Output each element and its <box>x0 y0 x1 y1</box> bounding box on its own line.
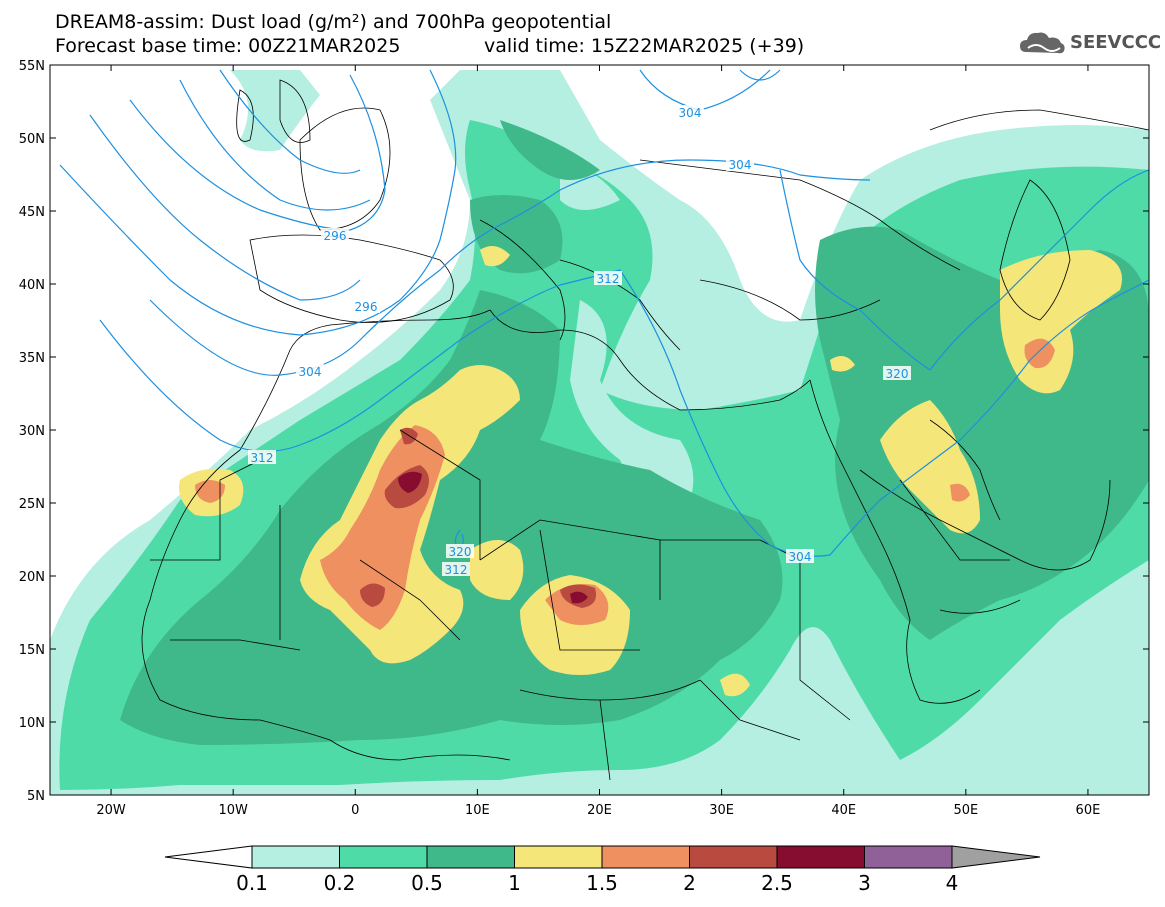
dust-field <box>50 70 1149 795</box>
colorbar-label: 4 <box>945 871 959 895</box>
colorbar-label: 0.5 <box>411 871 443 895</box>
lon-label: 40E <box>831 803 856 818</box>
colorbar-max-triangle <box>951 845 1041 869</box>
lat-label: 10N <box>19 716 45 731</box>
colorbar-min-triangle <box>164 845 253 869</box>
contour-label: 296 <box>355 300 378 314</box>
lat-label: 45N <box>19 205 45 220</box>
lat-label: 55N <box>19 59 45 74</box>
lon-label: 20W <box>96 803 126 818</box>
map-title: DREAM8-assim: Dust load (g/m²) and 700hP… <box>55 11 612 33</box>
lat-label: 40N <box>19 278 45 293</box>
lon-label: 60E <box>1076 803 1101 818</box>
lon-label: 0 <box>351 803 359 818</box>
contour-label: 312 <box>251 451 274 465</box>
colorbar-segment <box>689 845 778 869</box>
coastlines <box>141 79 1149 781</box>
colorbar-label: 1 <box>508 871 521 895</box>
colorbar-label: 1.5 <box>586 871 618 895</box>
lon-label: 10W <box>218 803 248 818</box>
contour-label: 296 <box>324 229 347 243</box>
colorbar-label: 0.1 <box>236 871 268 895</box>
lat-label: 50N <box>19 132 45 147</box>
valid-time: valid time: 15Z22MAR2025 (+39) <box>484 35 805 57</box>
contour-label: 320 <box>449 545 472 559</box>
contour-label: 304 <box>789 550 812 564</box>
lon-label: 20E <box>587 803 612 818</box>
contour-label: 320 <box>886 367 909 381</box>
lat-label: 5N <box>27 789 45 804</box>
lat-label: 15N <box>19 643 45 658</box>
contour-label: 304 <box>729 158 752 172</box>
seevccc-logo: SEEVCCC <box>1018 28 1162 58</box>
contour-label: 312 <box>445 563 468 577</box>
colorbar-segment <box>776 845 865 869</box>
colorbar-segment <box>339 845 428 869</box>
lat-label: 30N <box>19 424 45 439</box>
colorbar-segment <box>864 845 953 869</box>
colorbar-segment <box>426 845 515 869</box>
colorbar <box>164 845 1041 869</box>
lat-label: 20N <box>19 570 45 585</box>
contour-label: 312 <box>597 272 620 286</box>
latitude-labels: 55N 50N 45N 40N 35N 30N 25N 20N 15N 10N 5N <box>19 59 45 804</box>
colorbar-label: 2.5 <box>761 871 793 895</box>
lat-label: 25N <box>19 497 45 512</box>
map-area <box>50 65 1149 795</box>
contour-labels: 296 296 304 312 304 304 312 320 320 312 304 <box>248 105 911 577</box>
cloud-logo-icon <box>1020 32 1065 54</box>
colorbar-label: 3 <box>858 871 871 895</box>
colorbar-label: 2 <box>683 871 696 895</box>
longitude-labels: 20W 10W 0 10E 20E 30E 40E 50E 60E <box>96 803 1100 818</box>
contour-label: 304 <box>299 365 322 379</box>
colorbar-segment <box>514 845 603 869</box>
colorbar-segment <box>601 845 690 869</box>
contour-label: 304 <box>679 106 702 120</box>
lon-label: 10E <box>465 803 490 818</box>
logo-text: SEEVCCC <box>1070 32 1162 53</box>
lon-label: 30E <box>709 803 734 818</box>
colorbar-segment <box>251 845 340 869</box>
forecast-base-time: Forecast base time: 00Z21MAR2025 <box>55 35 401 57</box>
lat-label: 35N <box>19 351 45 366</box>
colorbar-label: 0.2 <box>323 871 356 895</box>
lon-label: 50E <box>953 803 978 818</box>
